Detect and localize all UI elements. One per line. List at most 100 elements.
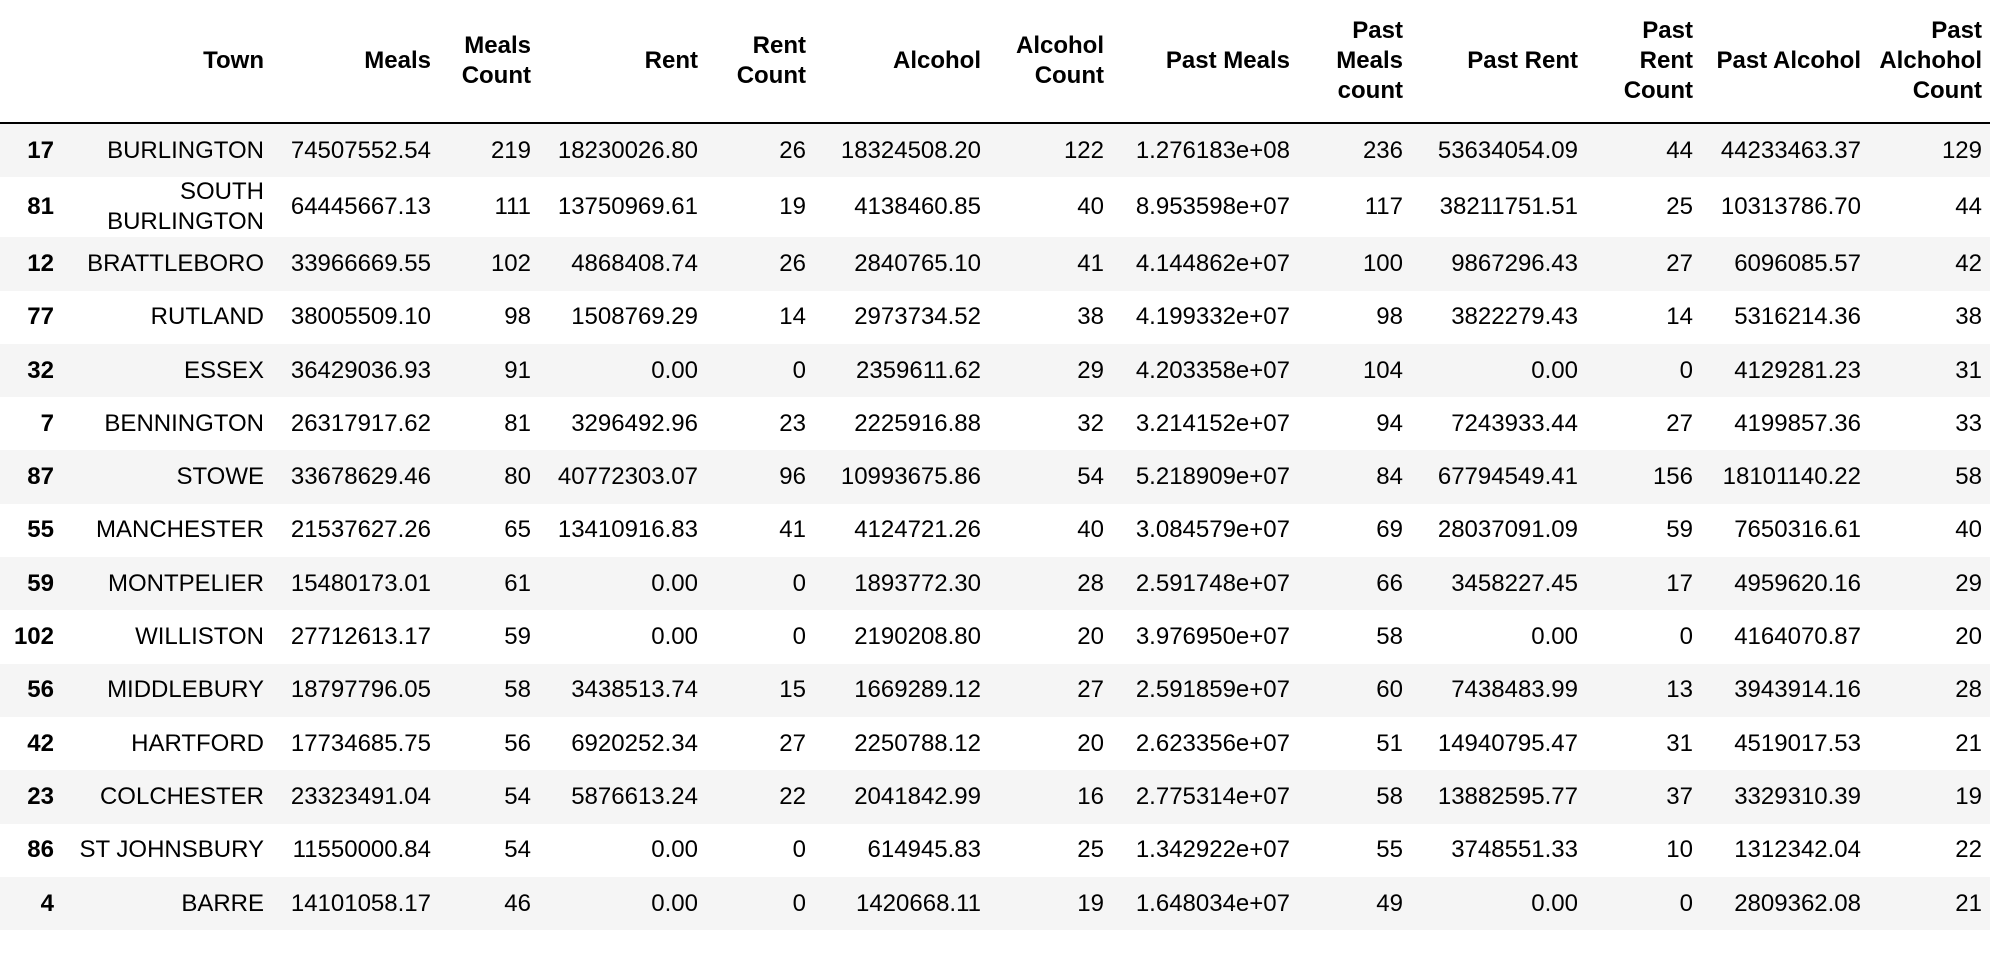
past-meals-cell: 3.084579e+07 xyxy=(1135,516,1290,544)
table-row: 81 SOUTH BURLINGTON 64445667.13 111 13750969… xyxy=(0,177,1990,238)
row-index: 77 xyxy=(27,303,54,331)
past-meals-cell: 1.342922e+07 xyxy=(1135,836,1290,864)
past-rent-count-cell: 13 xyxy=(1666,676,1693,704)
past-alcohol-count-cell: 33 xyxy=(1955,409,1982,437)
alcohol-count-cell: 40 xyxy=(1077,516,1104,544)
past-alcohol-cell: 10313786.70 xyxy=(1720,193,1861,221)
alcohol-cell: 18324508.20 xyxy=(840,136,981,164)
meals-cell: 38005509.10 xyxy=(290,303,431,331)
past-rent-count-cell: 17 xyxy=(1666,569,1693,597)
past-meals-count-cell: 51 xyxy=(1376,729,1403,757)
rent-count-cell: 22 xyxy=(779,782,806,810)
rent-count-cell: 0 xyxy=(792,569,806,597)
past-alcohol-cell: 18101140.22 xyxy=(1722,463,1861,491)
town-cell: MONTPELIER xyxy=(107,569,264,597)
past-meals-count-cell: 66 xyxy=(1376,569,1403,597)
rent-cell: 0.00 xyxy=(651,889,698,917)
rent-count-cell: 41 xyxy=(779,516,806,544)
table-body: 17 BURLINGTON 74507552.54 219 18230026.80 26 1… xyxy=(0,123,1990,931)
meals-cell: 33678629.46 xyxy=(290,463,431,491)
rent-cell: 13410916.83 xyxy=(557,516,698,544)
past-meals-count-cell: 49 xyxy=(1376,889,1403,917)
past-rent-count-cell: 0 xyxy=(1679,356,1693,384)
rent-count-cell: 96 xyxy=(779,463,806,491)
alcohol-count-cell: 20 xyxy=(1077,623,1104,651)
past-alcohol-cell: 4959620.16 xyxy=(1734,569,1861,597)
rent-count-cell: 0 xyxy=(792,623,806,651)
rent-cell: 4868408.74 xyxy=(571,249,698,277)
meals-count-cell: 58 xyxy=(504,676,531,704)
past-alcohol-cell: 7650316.61 xyxy=(1734,516,1861,544)
past-meals-cell: 3.976950e+07 xyxy=(1135,623,1290,651)
alcohol-count-cell: 32 xyxy=(1077,409,1104,437)
rent-count-cell: 14 xyxy=(779,303,806,331)
meals-count-cell: 80 xyxy=(504,463,531,491)
dataframe-table: Town Meals Meals Count Rent Rent Count A… xyxy=(0,0,1990,931)
past-meals-cell: 5.218909e+07 xyxy=(1135,463,1290,491)
rent-cell: 3438513.74 xyxy=(571,676,698,704)
meals-count-cell: 98 xyxy=(504,303,531,331)
past-meals-cell: 4.199332e+07 xyxy=(1135,303,1290,331)
past-rent-count-cell: 27 xyxy=(1666,249,1693,277)
alcohol-count-cell: 38 xyxy=(1077,303,1104,331)
past-alcohol-count-cell: 31 xyxy=(1955,356,1982,384)
past-alcohol-count-cell: 42 xyxy=(1955,249,1982,277)
rent-count-cell: 0 xyxy=(792,356,806,384)
past-alcohol-count-cell: 22 xyxy=(1955,836,1982,864)
past-alcohol-count-cell: 21 xyxy=(1955,889,1982,917)
rent-cell: 0.00 xyxy=(651,569,698,597)
past-meals-cell: 2.623356e+07 xyxy=(1135,729,1290,757)
column-header-rent-count: Rent Count xyxy=(706,0,814,124)
alcohol-count-cell: 41 xyxy=(1077,249,1104,277)
rent-count-cell: 19 xyxy=(779,193,806,221)
past-rent-cell: 3458227.45 xyxy=(1451,569,1578,597)
past-alcohol-cell: 4199857.36 xyxy=(1734,409,1861,437)
past-alcohol-cell: 4129281.23 xyxy=(1734,356,1861,384)
past-meals-cell: 1.276183e+08 xyxy=(1135,136,1290,164)
past-rent-cell: 53634054.09 xyxy=(1437,136,1578,164)
past-meals-count-cell: 117 xyxy=(1364,193,1403,221)
row-index: 12 xyxy=(27,249,54,277)
past-meals-cell: 1.648034e+07 xyxy=(1135,889,1290,917)
town-cell: BARRE xyxy=(181,889,264,917)
past-alcohol-count-cell: 20 xyxy=(1955,623,1982,651)
past-meals-cell: 8.953598e+07 xyxy=(1135,193,1290,221)
past-rent-count-cell: 37 xyxy=(1666,782,1693,810)
meals-cell: 23323491.04 xyxy=(290,782,431,810)
alcohol-cell: 1420668.11 xyxy=(855,889,981,917)
rent-count-cell: 0 xyxy=(792,889,806,917)
past-alcohol-cell: 4164070.87 xyxy=(1734,623,1861,651)
past-rent-cell: 28037091.09 xyxy=(1437,516,1578,544)
past-rent-cell: 13882595.77 xyxy=(1437,782,1578,810)
town-cell: SOUTH BURLINGTON xyxy=(107,178,264,236)
rent-cell: 1508769.29 xyxy=(571,303,698,331)
alcohol-count-cell: 54 xyxy=(1077,463,1104,491)
row-index: 4 xyxy=(40,889,54,917)
town-cell: BURLINGTON xyxy=(107,136,264,164)
row-index: 32 xyxy=(27,356,54,384)
past-rent-count-cell: 27 xyxy=(1666,409,1693,437)
rent-cell: 40772303.07 xyxy=(557,463,698,491)
past-alcohol-cell: 3943914.16 xyxy=(1734,676,1861,704)
column-header-town: Town xyxy=(62,0,272,124)
alcohol-cell: 2225916.88 xyxy=(854,409,981,437)
past-alcohol-count-cell: 129 xyxy=(1941,136,1982,164)
table-row: 59 MONTPELIER 15480173.01 61 0.00 0 1893772.30… xyxy=(0,557,1990,611)
meals-cell: 26317917.62 xyxy=(290,409,431,437)
past-alcohol-cell: 1312342.04 xyxy=(1734,836,1861,864)
past-alcohol-count-cell: 58 xyxy=(1955,463,1982,491)
rent-count-cell: 0 xyxy=(792,836,806,864)
meals-cell: 64445667.13 xyxy=(290,193,431,221)
rent-count-cell: 26 xyxy=(779,249,806,277)
rent-cell: 0.00 xyxy=(651,356,698,384)
rent-cell: 3296492.96 xyxy=(571,409,698,437)
meals-cell: 14101058.17 xyxy=(290,889,431,917)
meals-count-cell: 102 xyxy=(490,249,531,277)
column-header-past-alcohol: Past Alcohol xyxy=(1701,0,1869,124)
alcohol-cell: 2840765.10 xyxy=(854,249,981,277)
past-rent-cell: 7438483.99 xyxy=(1451,676,1578,704)
town-cell: BENNINGTON xyxy=(104,409,264,437)
row-index: 42 xyxy=(27,729,54,757)
column-header-meals: Meals xyxy=(272,0,439,124)
meals-count-cell: 54 xyxy=(504,836,531,864)
